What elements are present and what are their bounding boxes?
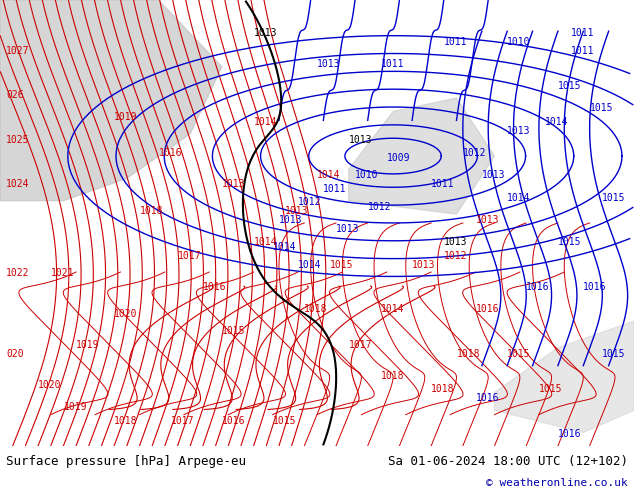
Text: 1015: 1015 (558, 81, 581, 91)
Text: 1019: 1019 (63, 402, 87, 412)
Text: 1013: 1013 (317, 59, 340, 69)
Text: 026: 026 (6, 90, 24, 100)
Text: 1015: 1015 (539, 384, 562, 394)
Text: 1015: 1015 (507, 349, 531, 359)
Text: 1013: 1013 (222, 179, 245, 189)
Text: 1014: 1014 (545, 117, 569, 127)
Text: 1014: 1014 (273, 242, 296, 252)
Text: 1013: 1013 (482, 171, 505, 180)
Text: 1012: 1012 (368, 201, 391, 212)
Text: 1021: 1021 (51, 269, 74, 278)
Text: 1016: 1016 (558, 429, 581, 439)
Text: 1015: 1015 (602, 349, 626, 359)
Text: 1013: 1013 (507, 126, 531, 136)
Text: 1013: 1013 (412, 260, 436, 270)
Text: 1020: 1020 (38, 380, 61, 390)
Text: 1016: 1016 (526, 282, 550, 292)
Text: 1013: 1013 (279, 215, 302, 225)
Text: 1011: 1011 (380, 59, 404, 69)
Text: 1025: 1025 (6, 135, 30, 145)
Text: 1016: 1016 (476, 393, 499, 403)
Text: 1018: 1018 (304, 304, 328, 314)
Text: 1012: 1012 (298, 197, 321, 207)
Text: 1014: 1014 (254, 237, 277, 247)
Text: 1016: 1016 (158, 148, 182, 158)
Text: Sa 01-06-2024 18:00 UTC (12+102): Sa 01-06-2024 18:00 UTC (12+102) (387, 455, 628, 468)
Polygon shape (495, 321, 634, 433)
Text: 1022: 1022 (6, 269, 30, 278)
Text: 1010: 1010 (355, 171, 378, 180)
Text: 020: 020 (6, 349, 24, 359)
Text: 1013: 1013 (476, 215, 499, 225)
Text: 1017: 1017 (178, 250, 201, 261)
Text: © weatheronline.co.uk: © weatheronline.co.uk (486, 478, 628, 489)
Text: 1016: 1016 (476, 304, 499, 314)
Text: 1014: 1014 (380, 304, 404, 314)
Text: 1014: 1014 (507, 193, 531, 203)
Text: 1010: 1010 (507, 37, 531, 47)
Text: 1014: 1014 (317, 171, 340, 180)
Text: 1019: 1019 (76, 340, 100, 350)
Text: 1015: 1015 (602, 193, 626, 203)
Text: 1018: 1018 (114, 416, 138, 426)
Text: 1015: 1015 (222, 326, 245, 337)
Polygon shape (349, 98, 495, 214)
Text: 1018: 1018 (380, 371, 404, 381)
Text: Surface pressure [hPa] Arpege-eu: Surface pressure [hPa] Arpege-eu (6, 455, 247, 468)
Text: 1013: 1013 (254, 27, 277, 38)
Text: 1009: 1009 (387, 152, 410, 163)
Text: 1011: 1011 (444, 37, 467, 47)
Text: 1024: 1024 (6, 179, 30, 189)
Text: 1020: 1020 (114, 309, 138, 318)
Text: 1013: 1013 (336, 224, 359, 234)
Text: 1016: 1016 (203, 282, 226, 292)
Text: 1014: 1014 (254, 117, 277, 127)
Text: 1014: 1014 (298, 260, 321, 270)
Text: 1011: 1011 (571, 46, 594, 55)
Text: 1019: 1019 (114, 112, 138, 122)
Text: 1012: 1012 (444, 250, 467, 261)
Text: 1011: 1011 (431, 179, 455, 189)
Text: 1013: 1013 (444, 237, 467, 247)
Text: 1011: 1011 (323, 184, 347, 194)
Text: 1016: 1016 (583, 282, 607, 292)
Text: 1015: 1015 (558, 237, 581, 247)
Text: 1018: 1018 (431, 384, 455, 394)
Text: 1018: 1018 (139, 206, 163, 216)
Text: 1018: 1018 (456, 349, 480, 359)
Text: 1016: 1016 (222, 416, 245, 426)
Text: 1015: 1015 (590, 103, 613, 114)
Text: 1013: 1013 (285, 206, 309, 216)
Text: 1011: 1011 (571, 27, 594, 38)
Polygon shape (0, 0, 222, 201)
Text: 1015: 1015 (273, 416, 296, 426)
Text: 1017: 1017 (349, 340, 372, 350)
Text: 1017: 1017 (171, 416, 195, 426)
Text: 1015: 1015 (330, 260, 353, 270)
Text: 1013: 1013 (349, 135, 372, 145)
Text: 1012: 1012 (463, 148, 486, 158)
Text: 1027: 1027 (6, 46, 30, 55)
